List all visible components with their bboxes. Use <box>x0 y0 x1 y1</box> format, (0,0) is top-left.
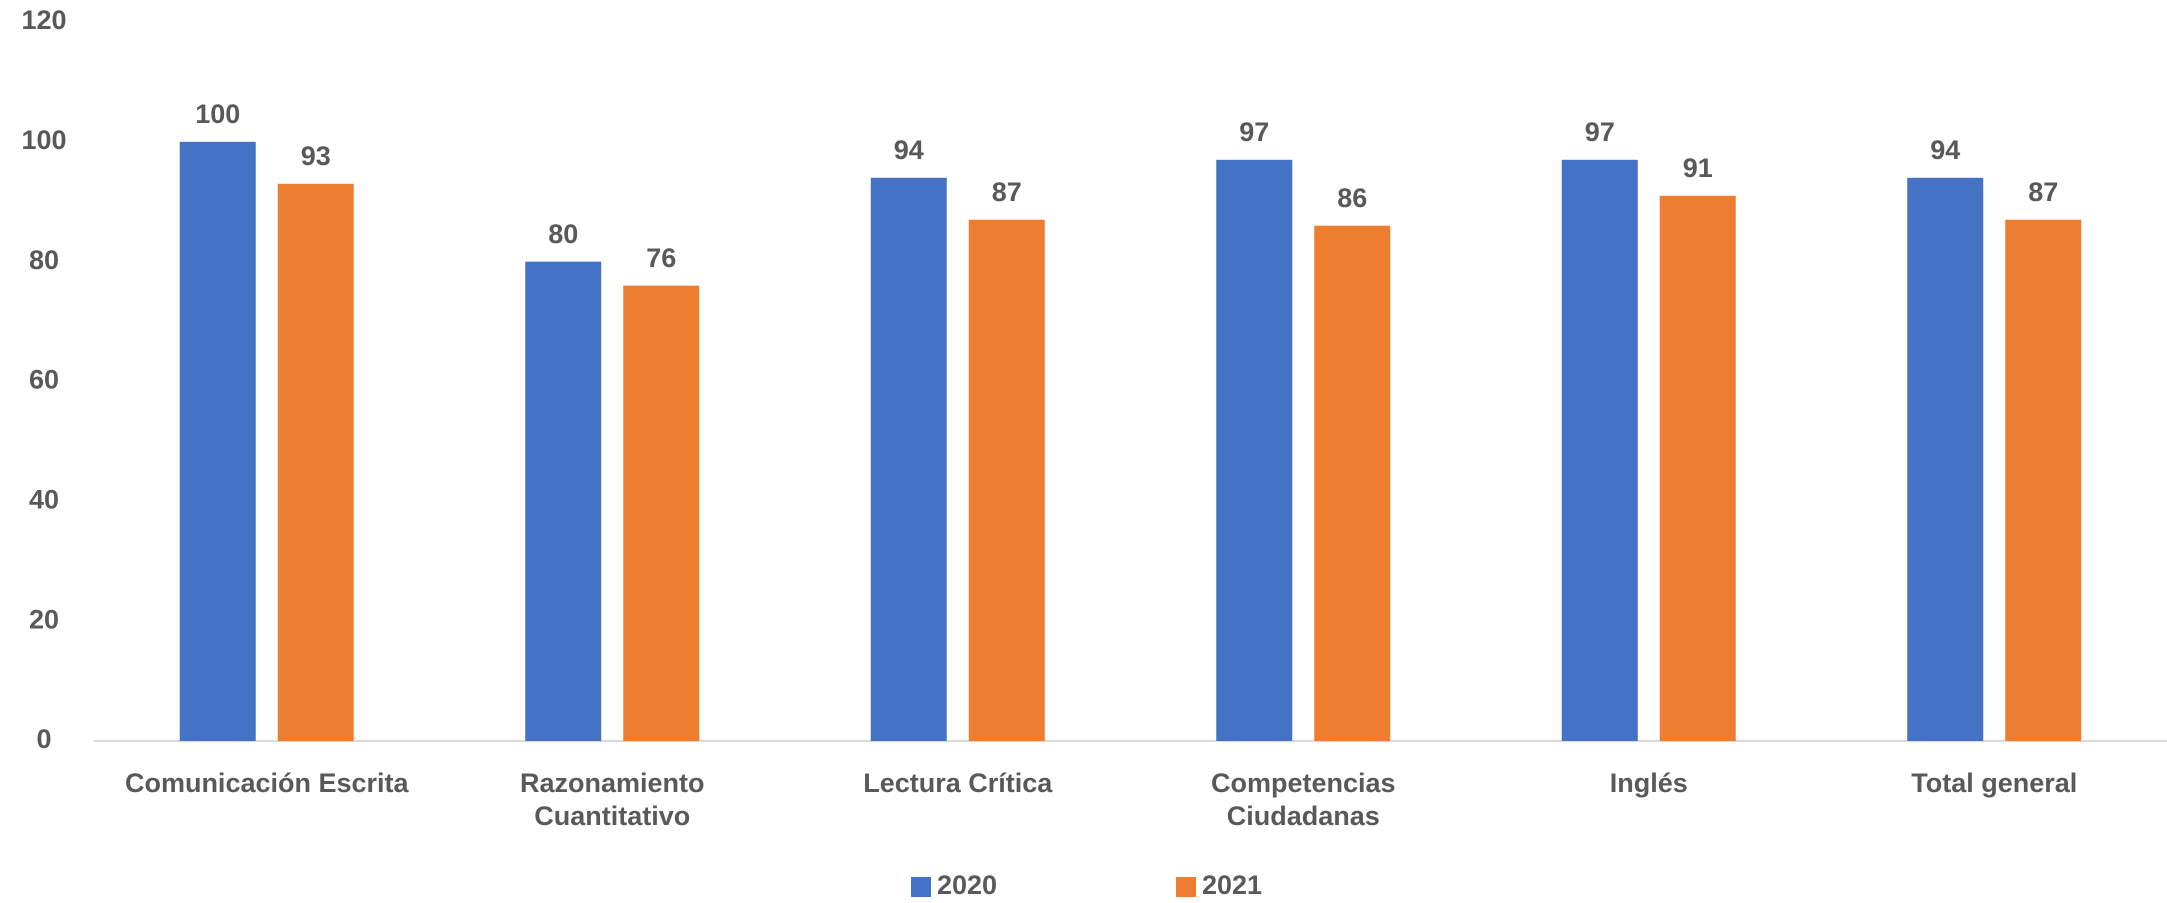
x-tick-label: Razonamiento Cuantitativo <box>519 768 705 831</box>
legend-label: 2021 <box>1202 870 1262 900</box>
y-tick-label: 0 <box>36 724 51 754</box>
x-tick-label: Competencias Ciudadanas <box>1210 768 1396 831</box>
x-tick-label: Comunicación Escrita <box>124 768 409 798</box>
value-label: 94 <box>894 135 924 165</box>
value-label: 87 <box>992 177 1022 207</box>
bar <box>1907 177 1984 742</box>
y-tick-label: 40 <box>29 484 59 514</box>
legend-label: 2020 <box>937 870 997 900</box>
value-label: 94 <box>1930 135 1960 165</box>
value-label: 91 <box>1683 153 1713 183</box>
bar <box>525 261 602 741</box>
value-label: 87 <box>2028 177 2058 207</box>
value-label: 76 <box>646 243 676 273</box>
value-label: 80 <box>548 219 578 249</box>
y-tick-label: 60 <box>29 365 59 395</box>
y-tick-label: 80 <box>29 245 59 275</box>
bar <box>277 183 354 741</box>
bar <box>1659 195 1736 742</box>
bar <box>870 177 947 742</box>
x-tick-label: Total general <box>1911 768 2078 798</box>
value-label: 97 <box>1239 117 1269 147</box>
x-tick-label: Inglés <box>1609 768 1688 798</box>
bar <box>2005 219 2082 742</box>
y-tick-label: 100 <box>21 125 66 155</box>
legend-swatch <box>911 877 931 897</box>
value-label: 86 <box>1337 183 1367 213</box>
legend-swatch <box>1176 877 1196 897</box>
bar <box>179 141 256 742</box>
value-label: 97 <box>1585 117 1615 147</box>
value-label: 100 <box>195 99 240 129</box>
bar <box>968 219 1045 742</box>
bar <box>1561 159 1638 741</box>
y-tick-label: 20 <box>29 604 59 634</box>
x-tick-label: Lectura Crítica <box>863 768 1053 798</box>
bar <box>1314 225 1391 741</box>
bar <box>623 285 700 741</box>
y-tick-label: 120 <box>21 5 66 35</box>
value-label: 93 <box>301 141 331 171</box>
bar <box>1216 159 1293 741</box>
